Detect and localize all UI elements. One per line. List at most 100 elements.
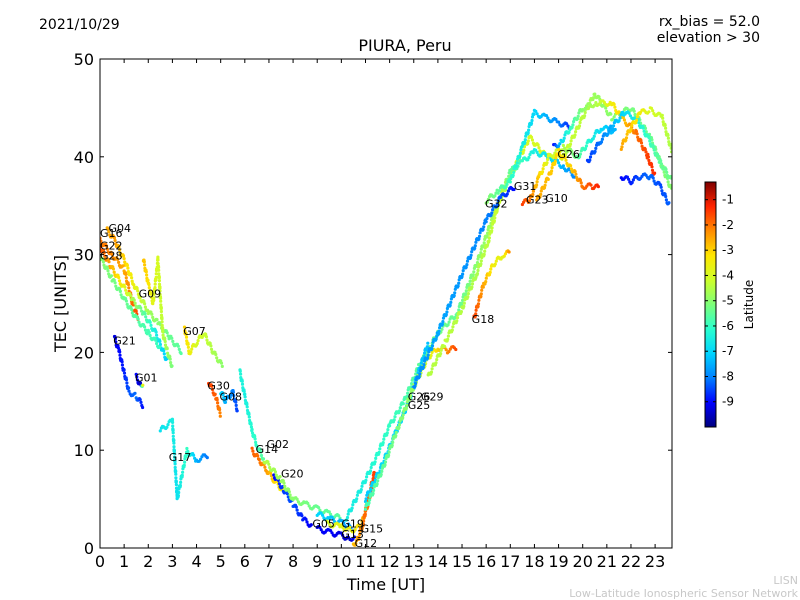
data-point [306, 501, 310, 505]
data-point [305, 520, 309, 524]
data-point [216, 401, 220, 405]
data-point [157, 282, 162, 286]
x-tick-label: 9 [312, 552, 322, 571]
data-point [388, 424, 392, 428]
data-point [624, 138, 628, 142]
data-point [481, 227, 485, 232]
data-point [490, 229, 494, 233]
data-point [617, 119, 621, 123]
data-point [570, 125, 574, 129]
data-point [486, 228, 490, 232]
data-point [368, 469, 373, 473]
data-point [183, 329, 187, 333]
data-point [609, 124, 613, 128]
data-point [180, 473, 184, 477]
data-point [158, 286, 162, 290]
data-point [354, 541, 358, 546]
data-point [353, 528, 357, 532]
data-point [526, 139, 530, 143]
data-point [242, 389, 246, 393]
data-point [171, 339, 175, 343]
data-point [104, 244, 109, 248]
data-point [239, 372, 243, 376]
data-point [247, 415, 251, 419]
axes-layer: 0 1 2 3 4 5 6 7 8 9 10 11 12 13 14 15 16 17 18 19 20 21 22 2301… [51, 50, 672, 594]
colorbar-tick-label: -5 [722, 294, 734, 308]
x-axis-title: Time [UT] [346, 575, 425, 594]
data-point [184, 453, 188, 457]
data-point [133, 391, 137, 395]
data-point [105, 266, 109, 270]
data-point [157, 276, 161, 280]
data-point [143, 325, 147, 329]
data-point [426, 341, 430, 345]
data-point [218, 411, 222, 415]
data-point [646, 152, 650, 156]
data-point [362, 519, 366, 523]
data-point [509, 176, 513, 181]
data-point [507, 250, 511, 254]
data-point [515, 161, 519, 165]
data-point [530, 138, 535, 142]
data-point [295, 497, 299, 501]
data-point [583, 147, 588, 151]
data-point [143, 305, 147, 309]
data-point [152, 296, 156, 300]
data-point [659, 185, 663, 189]
series-g21 [112, 334, 145, 410]
data-point [139, 306, 143, 310]
x-tick-label: 4 [191, 552, 201, 571]
data-point [484, 276, 488, 280]
data-point [250, 431, 255, 435]
data-point [355, 497, 359, 501]
data-point [450, 328, 454, 332]
data-point [163, 337, 167, 341]
data-point [640, 144, 644, 148]
prn-label: G25 [408, 399, 431, 412]
data-point [375, 482, 379, 486]
data-point [429, 370, 434, 374]
data-point [578, 152, 583, 156]
data-point [512, 170, 516, 174]
data-point [631, 178, 636, 182]
data-point [173, 462, 177, 466]
data-point [269, 474, 273, 478]
data-point [159, 296, 163, 300]
data-point [129, 273, 133, 277]
data-point [174, 472, 178, 476]
data-point [149, 323, 153, 327]
data-point [446, 337, 450, 341]
data-point [254, 440, 258, 444]
data-point [464, 265, 468, 269]
data-point [189, 350, 193, 354]
data-point [571, 123, 575, 127]
data-point [633, 112, 637, 117]
data-point [464, 289, 468, 293]
data-point [143, 263, 147, 267]
data-point [184, 335, 189, 339]
x-tick-label: 2 [143, 552, 153, 571]
data-point [414, 372, 418, 376]
data-point [166, 351, 170, 355]
data-point [667, 201, 671, 205]
data-point [341, 533, 345, 537]
x-tick-label: 3 [167, 552, 177, 571]
series-g23 [520, 124, 617, 207]
data-point [627, 111, 631, 115]
data-point [549, 171, 553, 175]
series-g01 [134, 372, 145, 388]
data-point [647, 158, 651, 163]
data-point [155, 341, 159, 346]
data-point [465, 263, 469, 267]
data-point [121, 254, 126, 258]
data-point [520, 144, 525, 148]
data-point [652, 148, 656, 152]
data-point [669, 186, 672, 190]
data-point [478, 231, 482, 235]
data-point [470, 250, 474, 254]
prn-label: G18 [472, 313, 495, 326]
prn-label: G29 [421, 390, 444, 403]
data-point [129, 294, 133, 298]
data-point [380, 466, 384, 470]
data-point [172, 439, 176, 443]
